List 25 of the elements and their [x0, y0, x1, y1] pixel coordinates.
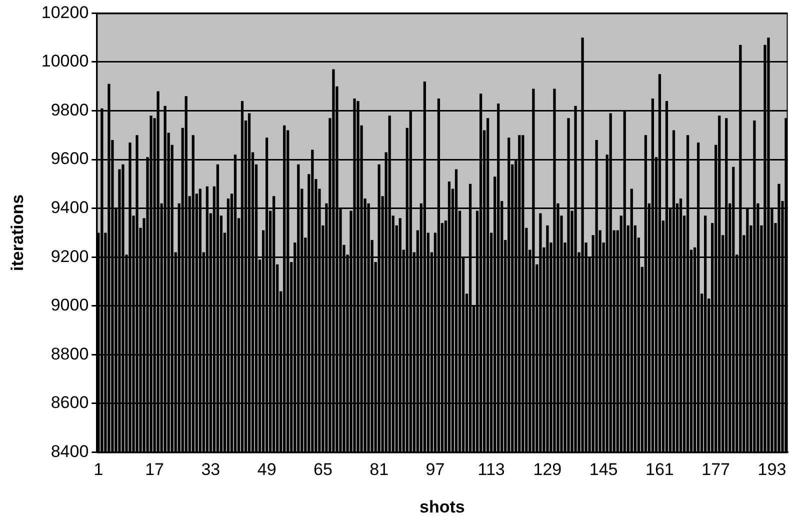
x-tick-label: 17 — [145, 460, 164, 480]
y-tick-label: 10000 — [41, 52, 89, 71]
x-tick-label: 49 — [257, 460, 276, 480]
y-tick-label: 9800 — [50, 100, 89, 120]
y-tick-label: 9200 — [50, 246, 89, 266]
y-tick-label: 8400 — [50, 442, 89, 461]
x-tick-label: 81 — [370, 460, 389, 480]
y-tick-label: 8800 — [50, 344, 89, 364]
y-axis-title: iterations — [8, 194, 27, 271]
y-tick-label: 9400 — [50, 198, 89, 217]
x-tick-label: 129 — [533, 460, 562, 480]
y-tick-label: 8600 — [50, 393, 89, 412]
x-tick-label: 177 — [702, 460, 730, 480]
x-tick-label: 145 — [589, 460, 618, 480]
y-tick-label: 10200 — [41, 2, 89, 22]
x-tick-label: 33 — [201, 460, 220, 480]
x-tick-label: 97 — [426, 460, 445, 480]
y-tick-label: 9600 — [50, 149, 89, 168]
x-tick-label: 161 — [646, 460, 674, 480]
x-tick-label: 65 — [313, 460, 332, 480]
x-tick-label: 1 — [94, 460, 104, 480]
x-tick-label: 193 — [758, 460, 786, 480]
y-tick-label: 9000 — [50, 296, 89, 315]
x-axis-title: shots — [420, 497, 465, 516]
x-tick-label: 113 — [478, 460, 505, 480]
